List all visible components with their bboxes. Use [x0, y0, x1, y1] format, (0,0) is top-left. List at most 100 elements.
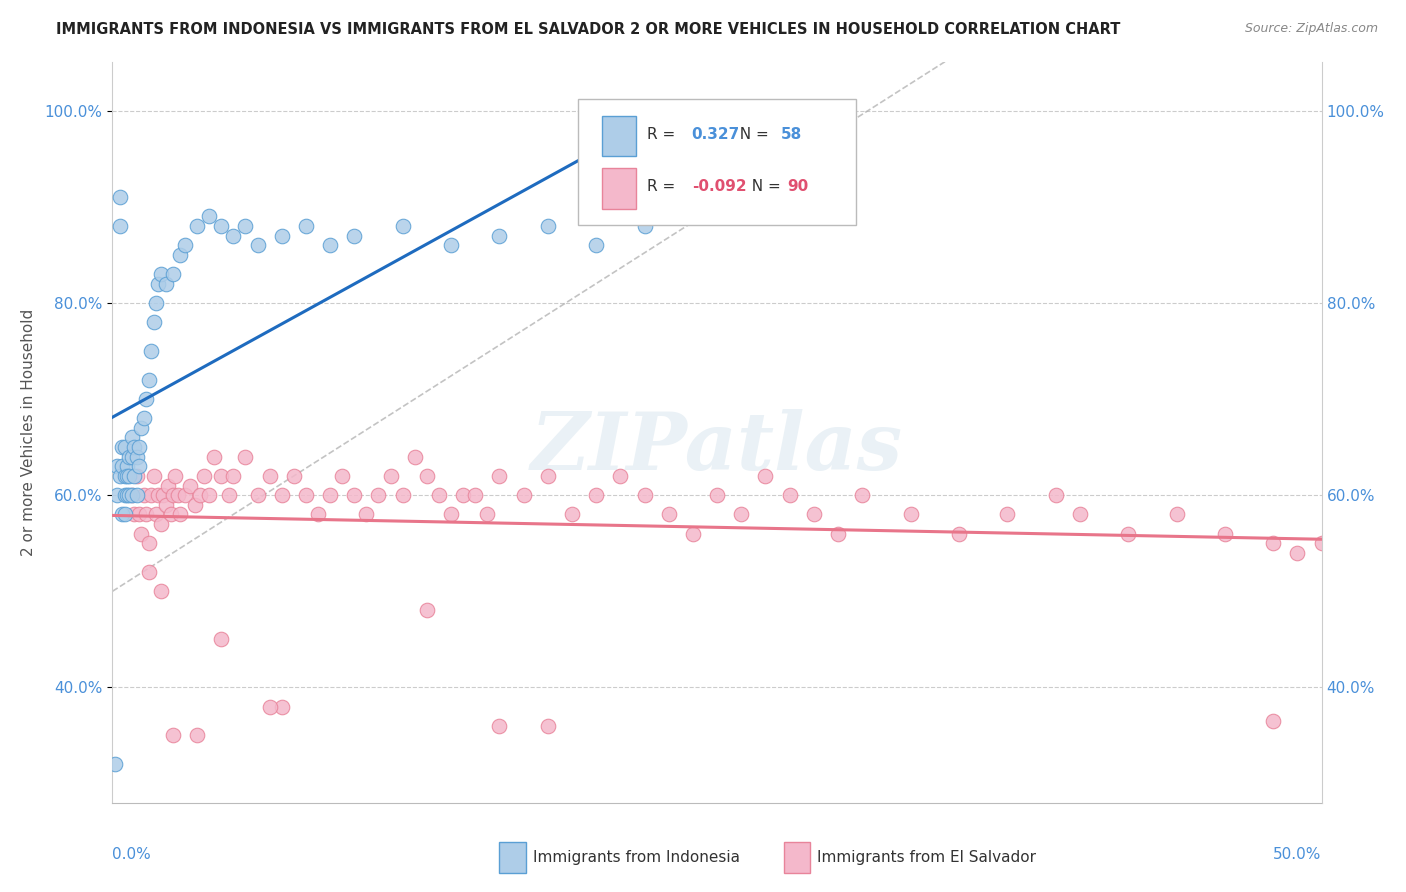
Point — [222, 469, 245, 483]
Point — [121, 450, 143, 464]
Point — [343, 228, 366, 243]
Point — [948, 526, 970, 541]
Point — [585, 488, 607, 502]
Point — [128, 459, 150, 474]
Point — [162, 267, 184, 281]
Point — [114, 469, 136, 483]
Point — [186, 729, 208, 743]
Point — [118, 450, 141, 464]
Point — [779, 488, 801, 502]
Point — [330, 469, 353, 483]
Point — [356, 508, 378, 522]
Text: 50.0%: 50.0% — [1274, 847, 1322, 863]
Point — [125, 469, 148, 483]
Point — [295, 488, 318, 502]
Point — [115, 488, 138, 502]
Point — [270, 488, 292, 502]
Point — [131, 421, 153, 435]
Point — [246, 238, 269, 252]
Point — [118, 469, 141, 483]
Point — [183, 498, 205, 512]
Point — [609, 200, 631, 214]
Text: IMMIGRANTS FROM INDONESIA VS IMMIGRANTS FROM EL SALVADOR 2 OR MORE VEHICLES IN H: IMMIGRANTS FROM INDONESIA VS IMMIGRANTS … — [56, 22, 1121, 37]
Point — [427, 488, 450, 502]
Point — [827, 526, 849, 541]
Text: R =: R = — [647, 179, 681, 194]
Point — [1263, 536, 1285, 550]
Point — [148, 488, 170, 502]
Point — [138, 536, 160, 550]
Point — [105, 459, 128, 474]
Point — [115, 459, 138, 474]
Point — [995, 508, 1018, 522]
Point — [169, 248, 191, 262]
Point — [754, 469, 776, 483]
Point — [585, 238, 607, 252]
Point — [1263, 714, 1285, 728]
Text: Immigrants from Indonesia: Immigrants from Indonesia — [533, 850, 741, 865]
Bar — [499, 842, 526, 873]
Point — [488, 228, 510, 243]
Point — [512, 488, 534, 502]
Point — [174, 488, 197, 502]
Point — [135, 508, 157, 522]
Point — [222, 228, 245, 243]
Point — [235, 450, 257, 464]
Point — [209, 632, 232, 647]
Point — [900, 508, 922, 522]
Point — [488, 469, 510, 483]
Point — [537, 469, 560, 483]
Point — [128, 440, 150, 454]
Point — [115, 469, 138, 483]
Point — [122, 469, 145, 483]
Point — [235, 219, 257, 233]
Point — [132, 488, 155, 502]
Point — [851, 488, 873, 502]
Point — [295, 219, 318, 233]
Point — [319, 488, 342, 502]
Point — [202, 450, 225, 464]
Point — [122, 508, 145, 522]
Point — [682, 526, 704, 541]
Point — [259, 699, 281, 714]
Point — [149, 584, 172, 599]
Text: 58: 58 — [782, 127, 803, 142]
Point — [1166, 508, 1188, 522]
Point — [149, 267, 172, 281]
Point — [125, 450, 148, 464]
Point — [132, 411, 155, 425]
Point — [159, 508, 181, 522]
Text: 90: 90 — [787, 179, 808, 194]
Point — [488, 719, 510, 733]
Point — [730, 508, 752, 522]
Point — [706, 488, 728, 502]
Point — [609, 469, 631, 483]
Point — [155, 498, 177, 512]
Text: N =: N = — [730, 127, 773, 142]
Point — [209, 219, 232, 233]
Text: -0.092: -0.092 — [692, 179, 747, 194]
Point — [174, 238, 197, 252]
Point — [149, 516, 172, 531]
Point — [169, 508, 191, 522]
FancyBboxPatch shape — [578, 99, 856, 226]
Point — [108, 469, 131, 483]
Point — [343, 488, 366, 502]
Point — [145, 508, 167, 522]
Point — [165, 469, 187, 483]
Point — [131, 526, 153, 541]
Point — [803, 508, 825, 522]
Point — [145, 295, 167, 310]
Point — [440, 508, 463, 522]
Point — [142, 469, 165, 483]
Point — [1286, 546, 1309, 560]
Text: Source: ZipAtlas.com: Source: ZipAtlas.com — [1244, 22, 1378, 36]
Point — [1045, 488, 1067, 502]
Point — [283, 469, 305, 483]
Point — [658, 508, 681, 522]
Bar — [602, 116, 636, 156]
Point — [162, 729, 184, 743]
Point — [193, 469, 215, 483]
Point — [141, 488, 163, 502]
Point — [186, 219, 208, 233]
